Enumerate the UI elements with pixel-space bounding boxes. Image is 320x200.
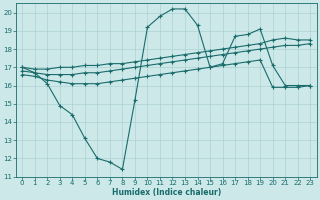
X-axis label: Humidex (Indice chaleur): Humidex (Indice chaleur) (112, 188, 221, 197)
